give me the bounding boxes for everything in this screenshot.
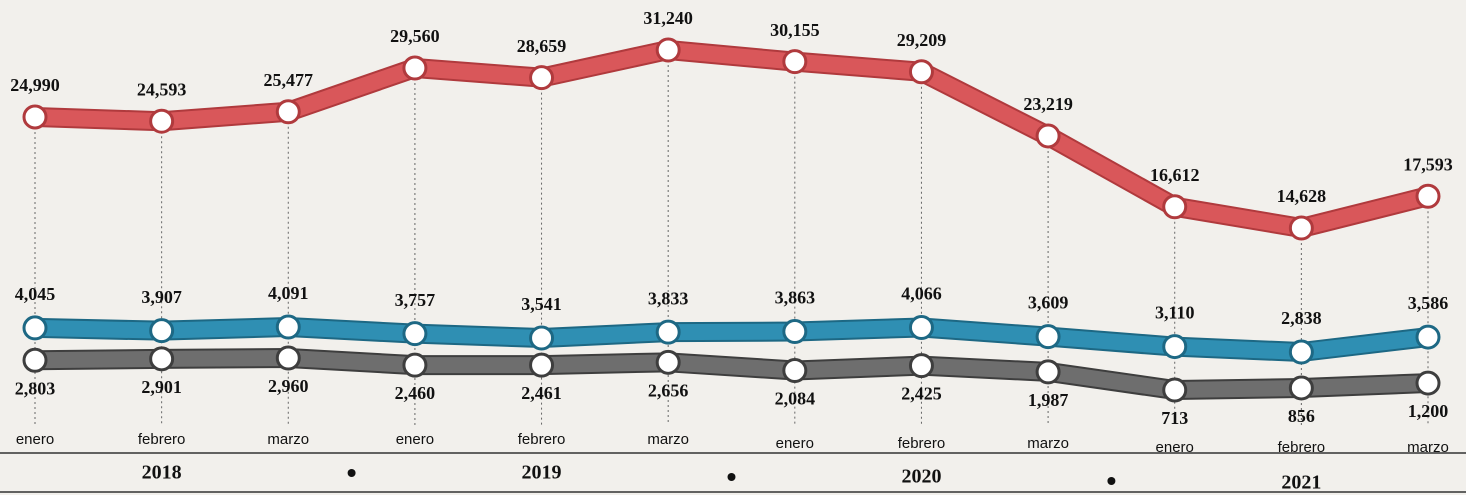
data-label: 14,628 [1277,186,1327,206]
data-label: 28,659 [517,36,567,56]
x-tick-label: marzo [1407,439,1449,456]
data-label: 25,477 [264,70,314,90]
data-label: 3,833 [648,288,689,308]
data-point [655,319,681,345]
x-tick-label: enero [396,431,434,448]
data-label: 2,901 [141,377,182,397]
data-point [655,37,681,63]
data-point [22,347,48,373]
x-tick-label: febrero [1278,439,1326,456]
x-tick-label: enero [16,431,54,448]
data-label: 17,593 [1403,154,1453,174]
year-label: 2020 [901,466,941,488]
x-tick-label: enero [1156,439,1194,456]
data-label: 3,541 [521,294,562,314]
series-line [27,350,1436,398]
data-point [908,314,934,340]
year-label: 2021 [1281,472,1321,494]
data-point [655,349,681,375]
data-label: 4,091 [268,283,309,303]
year-separator-dot [347,469,356,477]
x-tick-label: marzo [1027,435,1069,452]
data-label: 2,656 [648,380,689,400]
data-label: 2,960 [268,376,309,396]
year-separator-dot [1107,477,1116,485]
data-label: 2,425 [901,384,942,404]
data-label: 29,560 [390,26,440,46]
data-label: 16,612 [1150,165,1200,185]
data-label: 713 [1161,408,1188,428]
data-point [275,345,301,371]
data-point [1035,359,1061,385]
data-point [149,108,175,134]
x-tick-label: enero [776,435,814,452]
data-point [149,318,175,344]
x-tick-label: marzo [267,431,309,448]
data-point [529,65,555,91]
data-point [275,314,301,340]
data-label: 1,200 [1408,401,1449,421]
data-label: 31,240 [643,8,693,28]
data-label: 2,838 [1281,308,1322,328]
data-point [782,357,808,383]
data-point [1035,123,1061,149]
data-point [782,319,808,345]
data-point [1162,194,1188,220]
data-label: 2,803 [15,378,56,398]
data-label: 2,461 [521,383,562,403]
data-label: 30,155 [770,20,820,40]
data-point [402,55,428,81]
data-label: 4,066 [901,284,942,304]
data-point [782,49,808,75]
x-tick-label: febrero [898,435,946,452]
data-point [22,104,48,130]
data-point [908,353,934,379]
data-label: 3,863 [775,288,816,308]
data-label: 3,110 [1155,303,1195,323]
data-label: 4,045 [15,284,56,304]
series-line [27,42,1436,236]
data-label: 1,987 [1028,390,1069,410]
data-label: 3,586 [1408,293,1449,313]
series-line [27,319,1436,360]
data-label: 2,460 [395,383,436,403]
data-label: 24,593 [137,79,187,99]
data-point [402,352,428,378]
data-point [1288,215,1314,241]
data-label: 2,084 [775,389,816,409]
data-label: 23,219 [1023,94,1073,114]
data-point [1288,339,1314,365]
data-point [22,315,48,341]
data-point [529,352,555,378]
year-label: 2018 [142,462,182,484]
data-label: 24,990 [10,75,60,95]
x-tick-label: febrero [138,431,186,448]
year-label: 2019 [522,462,562,484]
data-point [1162,377,1188,403]
data-point [1415,324,1441,350]
data-point [275,99,301,125]
data-point [1415,370,1441,396]
data-label: 29,209 [897,30,947,50]
x-tick-label: marzo [647,431,689,448]
data-label: 3,757 [395,290,436,310]
year-separator-dot [727,473,736,481]
data-point [1288,375,1314,401]
data-point [529,325,555,351]
data-point [1415,183,1441,209]
data-point [402,321,428,347]
data-label: 3,609 [1028,293,1069,313]
data-point [149,346,175,372]
data-point [908,59,934,85]
data-label: 856 [1288,406,1315,426]
data-point [1162,334,1188,360]
x-tick-label: febrero [518,431,566,448]
data-label: 3,907 [141,287,182,307]
data-point [1035,324,1061,350]
